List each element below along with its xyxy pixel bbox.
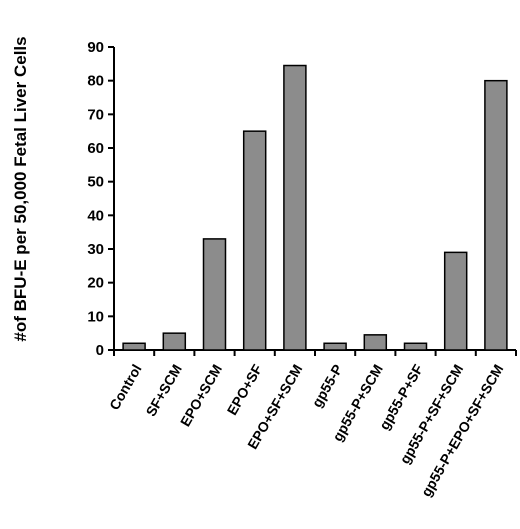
x-tick-label: EPO+SF xyxy=(224,361,266,418)
x-tick-label: gp55-P xyxy=(308,362,345,410)
y-tick-label: 90 xyxy=(87,39,104,56)
y-tick-label: 10 xyxy=(87,308,104,325)
y-tick-label: 30 xyxy=(87,241,104,258)
bar xyxy=(202,238,227,351)
y-tick-label: 80 xyxy=(87,73,104,90)
bar xyxy=(363,334,388,351)
bar xyxy=(484,79,508,351)
y-tick-label: 40 xyxy=(87,207,104,224)
bars xyxy=(122,64,508,351)
x-axis xyxy=(113,349,517,356)
bar xyxy=(403,342,428,351)
bar xyxy=(162,332,187,351)
x-tick-label: SF+SCM xyxy=(142,362,184,420)
bar xyxy=(242,130,267,351)
y-tick-label: 70 xyxy=(87,106,104,123)
y-tick-label: 20 xyxy=(87,275,104,292)
y-tick-label: 50 xyxy=(87,174,104,191)
bar xyxy=(283,64,307,351)
y-tick-label: 0 xyxy=(96,342,104,359)
bar xyxy=(443,251,468,351)
x-tick-label: EPO+SCM xyxy=(177,362,225,430)
y-axis-title: #of BFU-E per 50,000 Fetal Liver Cells xyxy=(11,36,30,341)
y-tick-label: 60 xyxy=(87,140,104,157)
bar xyxy=(323,342,347,351)
x-tick-label: Control xyxy=(106,362,145,413)
bar xyxy=(122,342,146,351)
y-axis: 0 10 20 30 40 50 60 70 80 90 xyxy=(87,39,115,359)
